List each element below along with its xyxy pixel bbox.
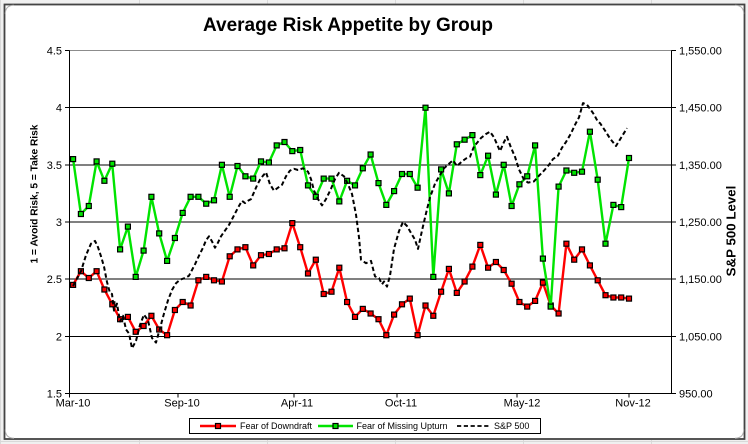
svg-text:Sep-10: Sep-10 xyxy=(164,398,199,410)
svg-text:1,050.00: 1,050.00 xyxy=(679,331,722,343)
svg-text:4.5: 4.5 xyxy=(47,46,62,58)
svg-text:Nov-12: Nov-12 xyxy=(615,398,650,410)
svg-text:May-12: May-12 xyxy=(504,398,541,410)
svg-text:950.00: 950.00 xyxy=(679,389,713,401)
svg-text:S&P 500: S&P 500 xyxy=(494,421,529,431)
svg-text:1.5: 1.5 xyxy=(47,389,62,401)
svg-text:Fear of Missing Upturn: Fear of Missing Upturn xyxy=(357,421,448,431)
svg-text:Apr-11: Apr-11 xyxy=(281,398,313,410)
svg-text:Oct-11: Oct-11 xyxy=(385,398,417,410)
svg-text:1,450.00: 1,450.00 xyxy=(679,103,722,115)
svg-text:1 = Avoid Risk, 5 = Take Risk: 1 = Avoid Risk, 5 = Take Risk xyxy=(30,124,41,263)
svg-text:2.5: 2.5 xyxy=(47,274,62,286)
svg-text:4: 4 xyxy=(56,103,62,115)
svg-text:Fear of Downdraft: Fear of Downdraft xyxy=(240,421,313,431)
svg-text:Average Risk Appetite by Group: Average Risk Appetite by Group xyxy=(203,15,493,36)
svg-text:1,150.00: 1,150.00 xyxy=(679,274,722,286)
svg-text:1,350.00: 1,350.00 xyxy=(679,160,722,172)
svg-text:1,250.00: 1,250.00 xyxy=(679,217,722,229)
svg-text:S&P 500 Level: S&P 500 Level xyxy=(724,186,739,277)
svg-text:2: 2 xyxy=(56,331,62,343)
svg-text:3: 3 xyxy=(56,217,62,229)
svg-text:3.5: 3.5 xyxy=(47,160,62,172)
svg-text:Mar-10: Mar-10 xyxy=(56,398,91,410)
svg-text:1,550.00: 1,550.00 xyxy=(679,46,722,58)
